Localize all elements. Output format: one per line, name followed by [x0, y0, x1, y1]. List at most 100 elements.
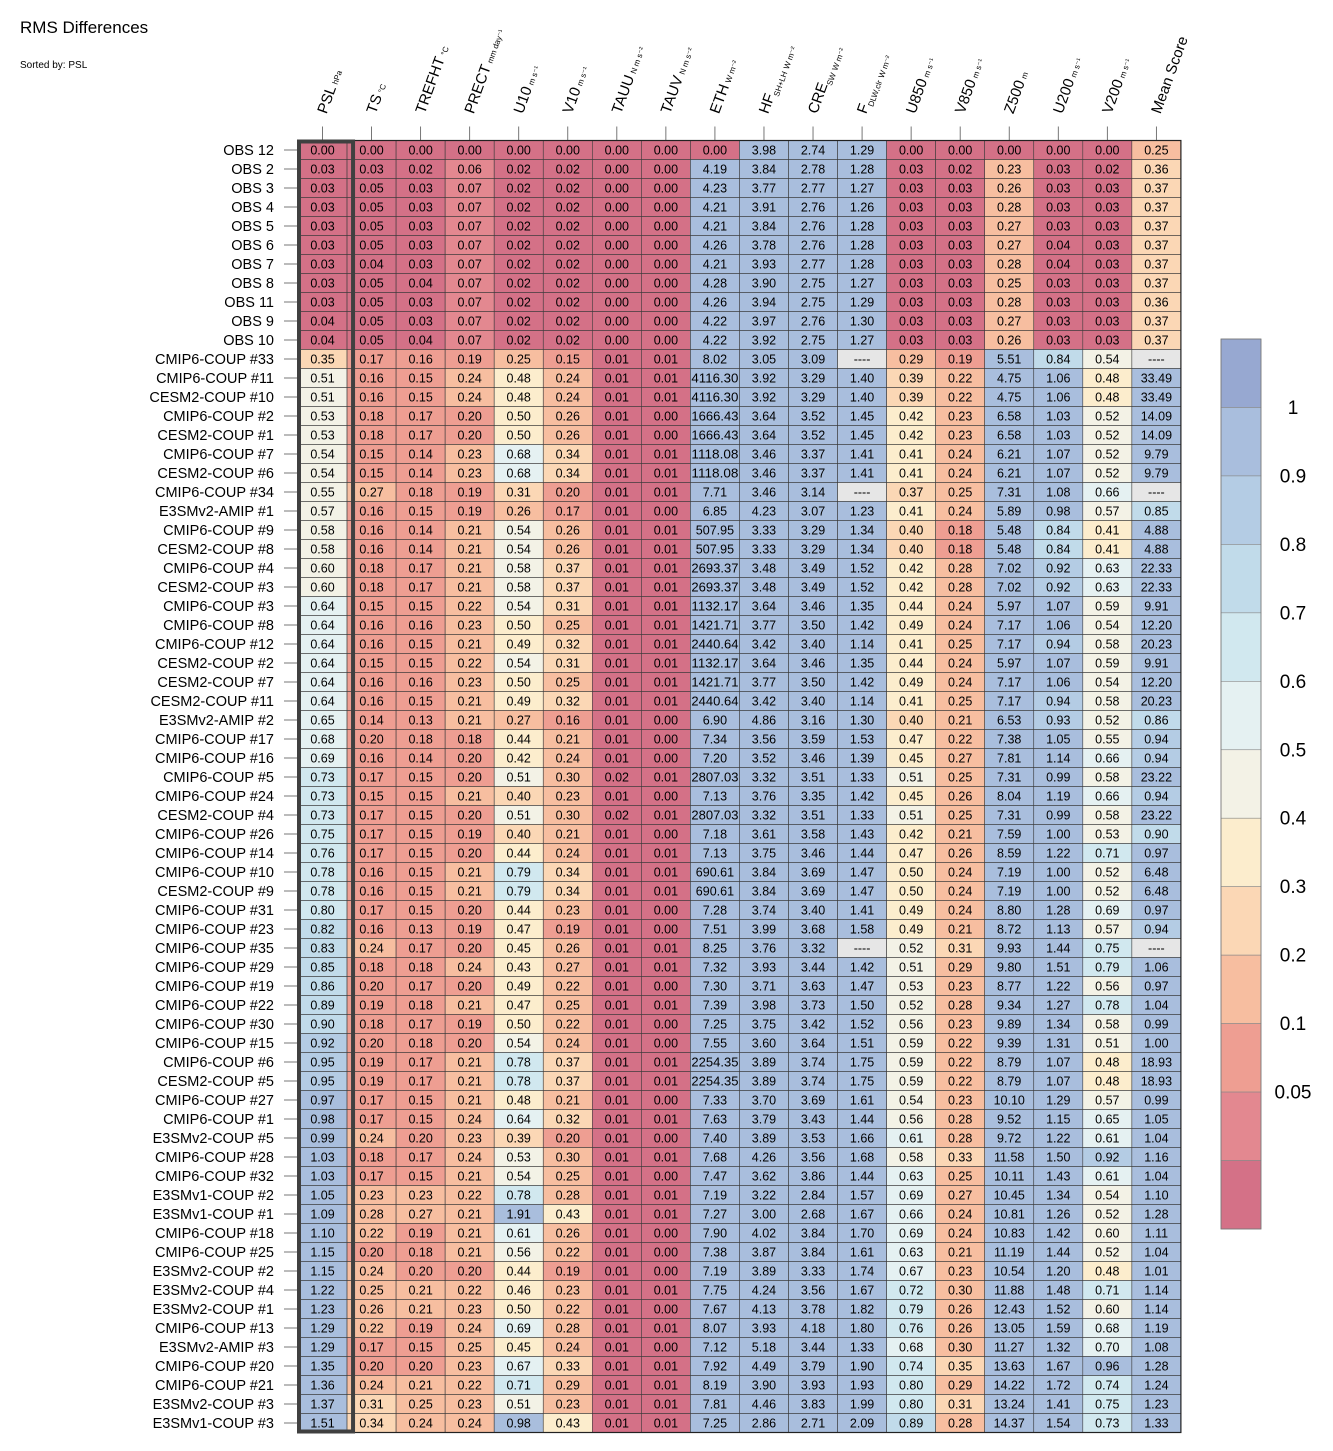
cell-value-label: 0.43 — [556, 1208, 580, 1222]
cell-value-label: 0.25 — [507, 353, 531, 367]
cell-value-label: 0.45 — [899, 752, 923, 766]
cell-value-label: 0.04 — [1046, 258, 1070, 272]
row-label: E3SMv2-AMIP #2 — [159, 713, 274, 729]
cell-value-label: 0.26 — [948, 1303, 972, 1317]
cell-value-label: 0.03 — [408, 182, 432, 196]
cell-value-label: 4.23 — [703, 182, 727, 196]
cell-value-label: 6.48 — [1144, 866, 1168, 880]
cell-value-label: 0.59 — [899, 1037, 923, 1051]
cell-value-label: 0.47 — [899, 733, 923, 747]
cell-value-label: 0.22 — [458, 1379, 482, 1393]
cell-value-label: 0.83 — [310, 942, 334, 956]
cell-value-label: 0.04 — [310, 315, 334, 329]
cell-value-label: 3.29 — [801, 372, 825, 386]
cell-value-label: 1.15 — [310, 1265, 334, 1279]
colorbar-tick-label: 0.7 — [1280, 603, 1306, 624]
chart-subtitle: Sorted by: PSL — [20, 60, 88, 71]
cell-value-label: 0.51 — [1095, 1037, 1119, 1051]
cell-value-label: 7.19 — [703, 1189, 727, 1203]
row-label: CMIP6-COUP #2 — [163, 409, 274, 425]
cell-value-label: 1.67 — [850, 1208, 874, 1222]
row-label: E3SMv2-COUP #2 — [153, 1264, 274, 1280]
cell-value-label: 7.39 — [703, 999, 727, 1013]
cell-value-label: 0.01 — [654, 1056, 678, 1070]
cell-value-label: 0.79 — [507, 866, 531, 880]
cell-value-label: 0.23 — [458, 1303, 482, 1317]
cell-value-label: 1.47 — [850, 866, 874, 880]
cell-value-label: 8.72 — [997, 923, 1021, 937]
cell-value-label: 3.44 — [801, 961, 825, 975]
cell-value-label: 1.57 — [850, 1189, 874, 1203]
row-label: OBS 11 — [224, 295, 274, 311]
cell-value-label: 1.75 — [850, 1075, 874, 1089]
cell-value-label: 3.75 — [752, 847, 776, 861]
cell-value-label: 0.03 — [1095, 239, 1119, 253]
cell-value-label: 1118.08 — [691, 448, 738, 462]
cell-value-label: 0.01 — [654, 866, 678, 880]
cell-value-label: 0.18 — [359, 429, 383, 443]
cell-value-label: 13.24 — [994, 1398, 1025, 1412]
cell-value-label: 0.47 — [507, 923, 531, 937]
cell-value-label: 0.03 — [408, 201, 432, 215]
colorbar-tick-label: 0.2 — [1280, 946, 1306, 967]
cell-value-label: 0.60 — [310, 581, 334, 595]
column-header: V850m s⁻¹ — [952, 55, 988, 115]
column-header: PSLhPa — [314, 67, 346, 116]
cell-value-label: 0.03 — [1046, 220, 1070, 234]
chart-title: RMS Differences — [20, 18, 148, 37]
cell-value-label: 0.15 — [359, 790, 383, 804]
row-label: OBS 2 — [231, 162, 274, 178]
cell-value-label: 0.60 — [1095, 1303, 1119, 1317]
cell-value-label: 0.28 — [948, 562, 972, 576]
cell-value-label: 0.22 — [359, 1227, 383, 1241]
cell-value-label: 0.21 — [556, 1094, 580, 1108]
cell-value-label: 5.48 — [997, 543, 1021, 557]
cell-value-label: 0.01 — [605, 1151, 629, 1165]
cell-value-label: 0.02 — [408, 163, 432, 177]
cell-value-label: 0.07 — [458, 182, 482, 196]
cell-value-label: 1.45 — [850, 429, 874, 443]
cell-value-label: 1.30 — [850, 714, 874, 728]
cell-value-label: 2.76 — [801, 201, 825, 215]
cell-value-label: 0.66 — [1095, 790, 1119, 804]
column-header-unit: °C — [377, 83, 389, 95]
column-header-unit: hPa — [331, 69, 345, 86]
colorbar-tick-label: 0.05 — [1275, 1083, 1312, 1104]
colorbar-bin — [1220, 1091, 1262, 1161]
cell-value-label: 0.03 — [899, 201, 923, 215]
cell-value-label: 0.02 — [507, 201, 531, 215]
cell-value-label: 0.23 — [408, 1189, 432, 1203]
cell-value-label: 0.34 — [359, 1417, 383, 1431]
cell-value-label: 0.24 — [359, 1265, 383, 1279]
cell-value-label: 0.01 — [605, 942, 629, 956]
cell-value-label: 0.00 — [654, 923, 678, 937]
cell-value-label: 3.78 — [752, 239, 776, 253]
cell-value-label: 0.43 — [556, 1417, 580, 1431]
cell-value-label: 0.05 — [359, 201, 383, 215]
cell-value-label: 0.68 — [507, 467, 531, 481]
cell-value-label: 0.00 — [654, 334, 678, 348]
cell-value-label: 0.85 — [1144, 505, 1168, 519]
cell-value-label: 0.26 — [556, 429, 580, 443]
cell-value-label: 9.93 — [997, 942, 1021, 956]
cell-value-label: 0.00 — [654, 714, 678, 728]
column-header-name: PSL — [314, 83, 340, 115]
cell-value-label: 0.20 — [556, 486, 580, 500]
cell-value-label: 0.21 — [408, 1303, 432, 1317]
cell-value-label: 8.79 — [997, 1056, 1021, 1070]
cell-value-label: 0.01 — [654, 619, 678, 633]
cell-value-label: 0.00 — [654, 182, 678, 196]
cell-value-label: 0.17 — [359, 828, 383, 842]
cell-value-label: 0.67 — [507, 1360, 531, 1374]
cell-value-label: 4.21 — [703, 258, 727, 272]
cell-value-label: 0.16 — [359, 885, 383, 899]
cell-value-label: 1.07 — [1046, 600, 1070, 614]
cell-value-label: 9.79 — [1144, 467, 1168, 481]
cell-value-label: 0.28 — [997, 258, 1021, 272]
cell-value-label: 0.27 — [556, 961, 580, 975]
cell-value-label: 1.48 — [1046, 1284, 1070, 1298]
cell-value-label: 0.23 — [556, 1284, 580, 1298]
cell-value-label: 0.76 — [310, 847, 334, 861]
cell-value-label: 0.49 — [899, 676, 923, 690]
cell-value-label: 1118.08 — [691, 467, 738, 481]
